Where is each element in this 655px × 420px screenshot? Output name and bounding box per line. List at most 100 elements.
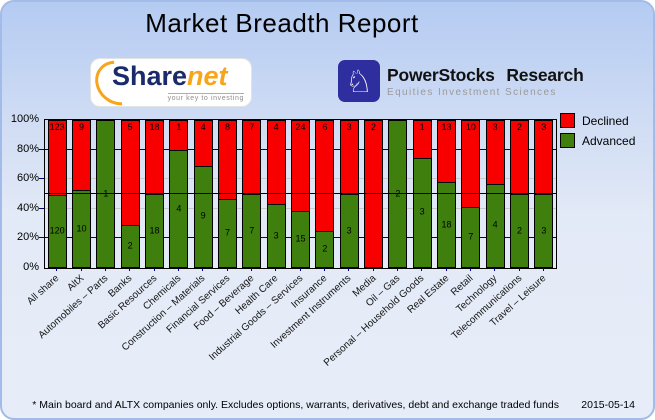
x-tick: [542, 268, 544, 271]
advanced-segment: [511, 194, 528, 267]
bar-all-share: 123 120: [47, 120, 67, 268]
x-tick: [348, 268, 350, 271]
legend: Declined Advanced: [560, 113, 635, 153]
x-tick: [445, 268, 447, 271]
declined-value-label: 8: [224, 122, 230, 132]
advanced-segment: [340, 194, 358, 267]
declined-value-label: 2: [370, 122, 376, 132]
declined-value-label: 1: [176, 122, 182, 132]
y-axis-tick: [39, 207, 44, 209]
advanced-value-label: 1: [97, 189, 114, 199]
declined-value-label: 6: [322, 122, 328, 132]
advanced-segment: [170, 150, 188, 267]
advanced-segment: [146, 194, 163, 267]
x-tick: [250, 268, 252, 271]
declined-value-label: 5: [127, 122, 133, 132]
advanced-value-label: 7: [468, 231, 474, 242]
declined-value-label: 3: [492, 122, 498, 132]
sharenet-tagline: your key to investing: [167, 93, 244, 102]
advanced-value-label: 2: [389, 189, 406, 199]
footnote: * Main board and ALTX companies only. Ex…: [32, 399, 559, 411]
advanced-segment: [48, 194, 66, 267]
bar-real-estate: 13 18: [437, 120, 456, 268]
x-tick: [323, 268, 325, 271]
x-tick: [396, 268, 398, 271]
advanced-value-label: 9: [200, 210, 206, 221]
x-tick: [226, 268, 228, 271]
advanced-value-label: 15: [295, 233, 306, 244]
declined-value-label: 9: [78, 122, 84, 132]
advanced-segment: [413, 157, 431, 267]
advanced-segment: [438, 182, 455, 267]
bar-oil-gas: 2: [388, 120, 408, 268]
x-tick: [153, 268, 155, 271]
legend-item-declined: Declined: [560, 113, 635, 128]
x-tick: [104, 268, 106, 271]
legend-swatch-declined: [560, 113, 575, 128]
powerstocks-subtitle: Equities Investment Sciences: [387, 86, 557, 98]
x-tick: [299, 268, 301, 271]
declined-value-label: 2: [516, 122, 522, 132]
bar-automobiles-parts: 1: [96, 120, 116, 268]
bar-media: 2: [364, 120, 383, 268]
plot-area: 1231209101521818144987774324156233221313…: [44, 119, 557, 269]
advanced-value-label: 18: [149, 225, 160, 235]
powerstocks-logo: ♘ PowerStocks Research Equities Investme…: [338, 60, 584, 102]
x-tick: [56, 268, 58, 271]
advanced-value-label: 2: [516, 225, 522, 235]
mid-reference-line: [45, 193, 556, 194]
declined-value-label: 3: [346, 122, 352, 132]
advanced-segment: [194, 165, 212, 267]
footer: * Main board and ALTX companies only. Ex…: [2, 399, 653, 411]
knight-chess-icon: ♘: [338, 60, 380, 102]
declined-value-label: 3: [541, 122, 547, 132]
x-tick: [202, 268, 204, 271]
declined-value-label: 123: [49, 122, 65, 132]
x-tick: [518, 268, 520, 271]
declined-value-label: 7: [249, 122, 255, 132]
legend-label-advanced: Advanced: [582, 133, 636, 148]
page-title: Market Breadth Report: [145, 8, 419, 38]
advanced-value-label: 3: [419, 206, 425, 217]
powerstocks-title: PowerStocks Research: [387, 64, 584, 85]
sharenet-wordmark: Sharenet: [112, 61, 228, 92]
advanced-segment: [292, 210, 309, 267]
y-axis-label: 100%: [10, 113, 39, 125]
declined-value-label: 4: [200, 122, 206, 132]
legend-label-declined: Declined: [582, 113, 629, 128]
bar-industrial-goods-services: 24 15: [291, 120, 310, 268]
x-tick: [494, 268, 496, 271]
y-axis-label: 80%: [16, 142, 39, 155]
y-axis-tick: [39, 178, 44, 180]
x-tick: [177, 268, 179, 271]
declined-value-label: 1: [419, 122, 425, 132]
advanced-value-label: 18: [441, 219, 452, 230]
advanced-value-label: 7: [224, 227, 230, 238]
report-date: 2015-05-14: [581, 399, 635, 411]
y-axis-label: 40%: [16, 201, 39, 214]
y-axis-label: 60%: [16, 172, 39, 185]
y-axis-tick: [39, 148, 44, 150]
declined-value-label: 18: [149, 122, 160, 132]
advanced-value-label: 3: [273, 230, 279, 241]
x-tick: [421, 268, 423, 271]
advanced-segment: [535, 194, 553, 267]
advanced-value-label: 3: [541, 225, 547, 235]
bar-retail: 10 7: [461, 120, 481, 268]
advanced-segment: [121, 225, 139, 267]
y-axis-label: 20%: [16, 231, 39, 244]
x-tick: [80, 268, 82, 271]
y-axis-label: 0%: [23, 261, 39, 273]
advanced-segment: [219, 198, 236, 267]
advanced-segment: [243, 194, 261, 267]
advanced-value-label: 4: [176, 203, 182, 214]
declined-value-label: 24: [295, 122, 306, 132]
advanced-segment: [267, 204, 285, 267]
legend-swatch-advanced: [560, 133, 575, 148]
sharenet-word-share: Share: [112, 61, 188, 91]
